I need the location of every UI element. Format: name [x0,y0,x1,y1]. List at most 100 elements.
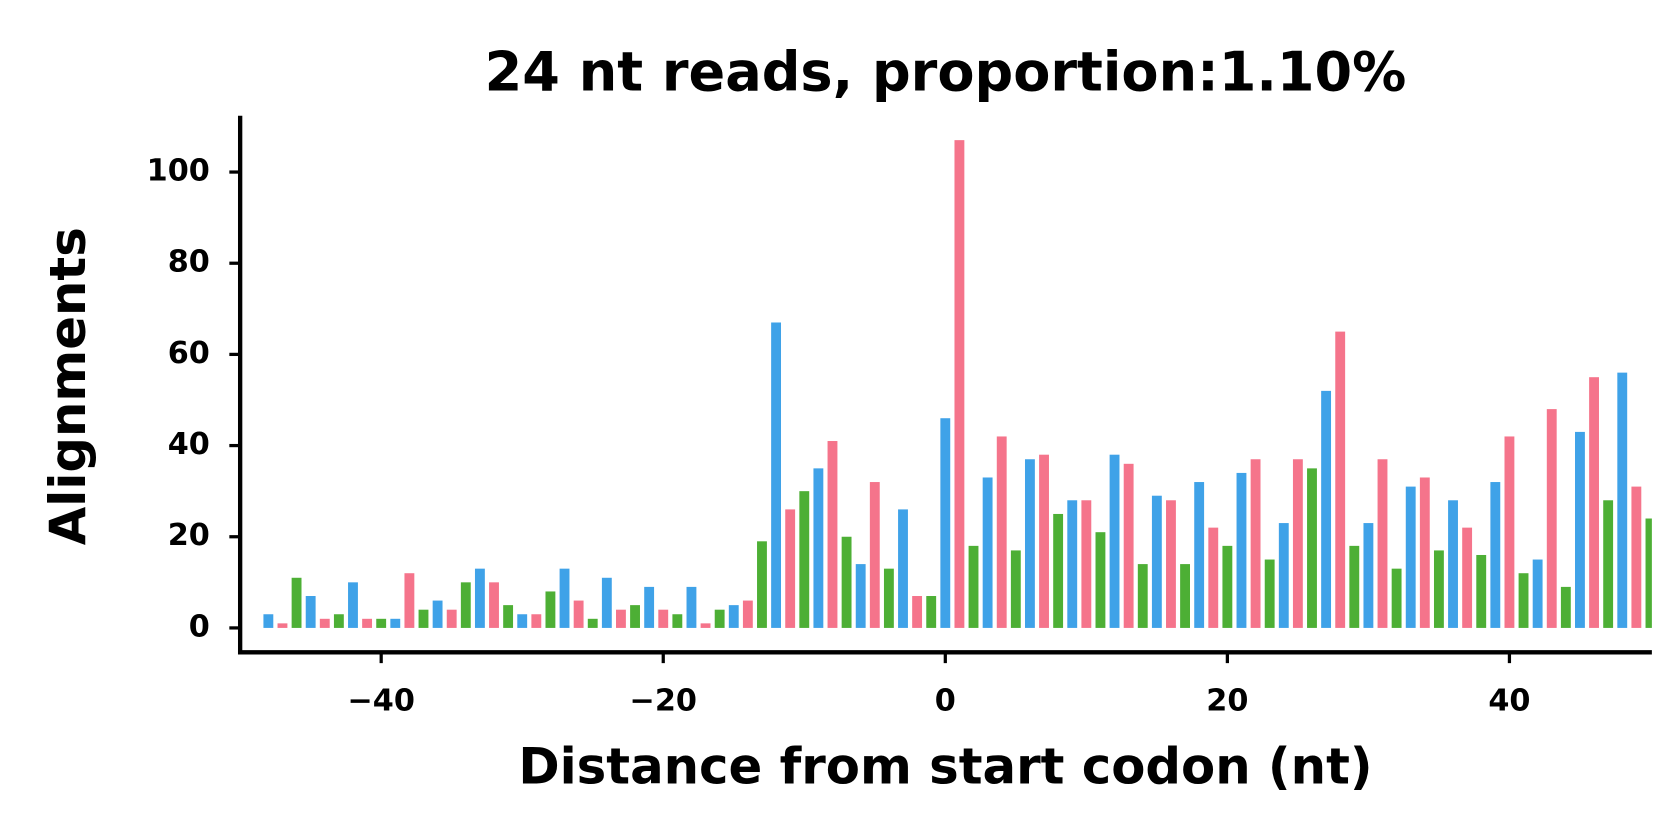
bar [672,614,683,628]
bar [757,541,767,628]
bar [968,545,979,628]
bar [686,586,697,628]
bar [1645,518,1652,628]
bar [1476,554,1487,628]
bar [1151,495,1162,628]
bar [348,582,358,628]
bar [827,441,838,628]
bar [1137,564,1148,628]
bar [1194,482,1205,628]
bar [446,609,457,628]
bar [855,564,866,628]
bar [898,509,908,628]
bar [559,568,570,628]
bar [1278,523,1289,628]
bar [1462,527,1473,628]
bar [1024,459,1035,628]
bar [1166,500,1176,628]
bar [630,605,640,628]
bar [742,600,753,628]
bar [277,623,288,628]
bar [1180,564,1190,628]
chart-title: 24 nt reads, proportion:1.10% [485,40,1407,103]
bar [1095,532,1106,628]
y-tick-label: 20 [168,518,210,553]
bar [1532,559,1543,628]
bar [869,482,880,628]
bar [1391,568,1402,628]
bar [1321,390,1332,628]
bar [954,140,965,628]
bar [658,609,669,628]
bar [926,596,937,628]
bar [1123,463,1134,628]
bar [1081,500,1092,628]
bar [700,623,711,628]
bar [771,322,782,628]
bar [1292,459,1303,628]
x-tick-label: 0 [935,684,956,719]
y-axis-label: Alignments [39,227,97,545]
bar [1335,331,1346,628]
y-tick-label: 100 [147,154,210,189]
bar [601,577,612,628]
bar [813,468,824,628]
bar [418,609,429,628]
bar [1490,482,1501,628]
bar [1349,545,1360,628]
bar [517,614,528,628]
bar [587,618,598,628]
bar [291,577,302,628]
bar [1518,573,1529,628]
y-tick-label: 60 [168,336,210,371]
bar [1208,527,1219,628]
bar [785,509,796,628]
y-tick-label: 0 [189,609,210,644]
bar [263,614,274,628]
bar [404,573,415,628]
bar [1433,550,1444,628]
bar [362,618,373,628]
bar [1250,459,1261,628]
bar [573,600,584,628]
bar [1546,409,1557,628]
bar [728,605,739,628]
bar [531,614,542,628]
bar [1631,486,1642,628]
bar [883,568,894,628]
bar [616,609,626,628]
bar [1010,550,1021,628]
bar [1109,454,1120,628]
bar [799,491,810,628]
bar [841,536,852,628]
bar [1448,500,1458,628]
bar [982,477,993,628]
x-tick-label: 40 [1488,684,1530,719]
bar [940,418,951,628]
bar [376,618,387,628]
bar [1236,472,1247,628]
bar [1067,500,1078,628]
bar [319,618,330,628]
bar [644,586,655,628]
x-tick-label: −20 [630,684,697,719]
bar [1419,477,1430,628]
bar [1307,468,1317,628]
bar [1039,454,1049,628]
bar [333,614,344,628]
x-tick-label: 20 [1206,684,1248,719]
bar [474,568,485,628]
bar [1222,545,1233,628]
bar [912,596,923,628]
bar [432,600,443,628]
bar [390,618,401,628]
x-axis-label: Distance from start codon (nt) [518,738,1372,796]
bar [1575,431,1585,628]
bar [305,596,316,628]
bar [1504,436,1515,628]
bar [460,582,471,628]
bar [1617,372,1628,628]
bar [714,609,725,628]
